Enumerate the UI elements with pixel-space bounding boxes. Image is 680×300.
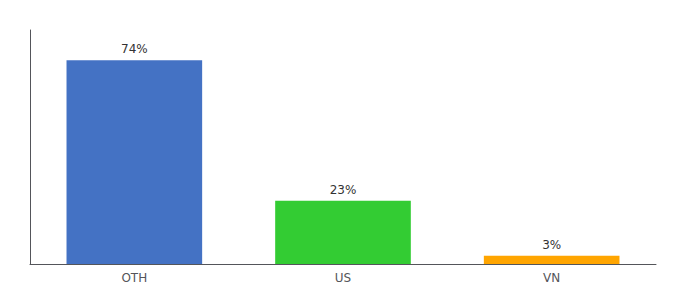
svg-text:OTH: OTH bbox=[121, 271, 147, 285]
svg-text:74%: 74% bbox=[121, 42, 148, 56]
svg-text:VN: VN bbox=[543, 271, 560, 285]
svg-text:3%: 3% bbox=[542, 238, 561, 252]
svg-text:US: US bbox=[335, 271, 351, 285]
svg-text:23%: 23% bbox=[330, 183, 357, 197]
